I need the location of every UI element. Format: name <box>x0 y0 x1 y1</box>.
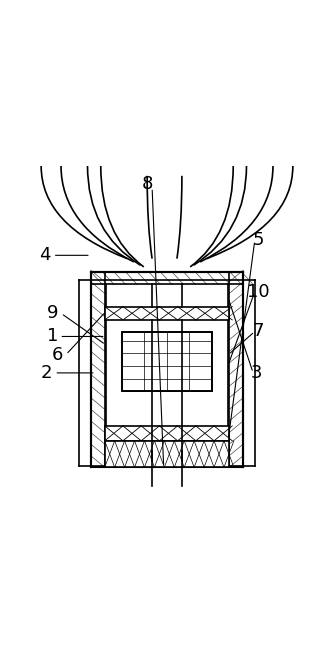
Text: 8: 8 <box>141 175 153 193</box>
Bar <box>105 426 229 441</box>
Text: 5: 5 <box>252 231 264 249</box>
Bar <box>122 332 212 391</box>
Text: 2: 2 <box>40 364 52 382</box>
Bar <box>122 332 212 391</box>
Text: 1: 1 <box>47 328 58 345</box>
Bar <box>105 307 229 320</box>
Text: 6: 6 <box>52 345 63 364</box>
Text: 9: 9 <box>47 304 58 322</box>
Text: 10: 10 <box>247 282 270 301</box>
Bar <box>229 272 243 467</box>
Text: 7: 7 <box>252 322 264 341</box>
Text: 3: 3 <box>251 364 262 382</box>
Bar <box>105 441 229 467</box>
Text: 4: 4 <box>39 247 50 265</box>
Bar <box>91 272 105 467</box>
